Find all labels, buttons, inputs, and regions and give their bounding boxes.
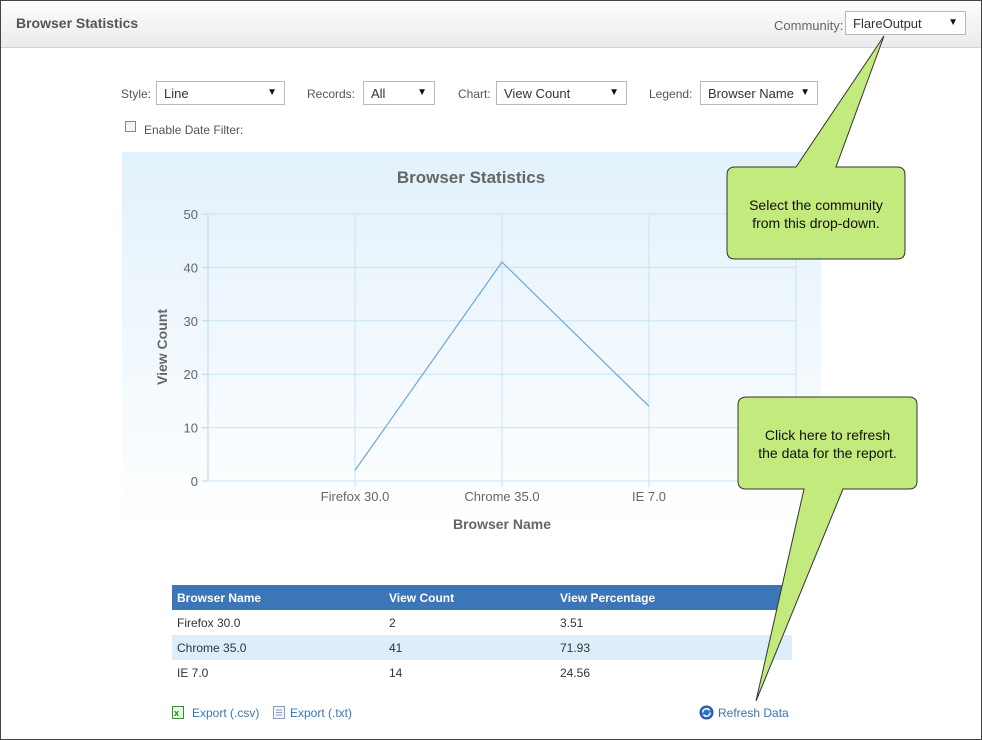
refresh-icon[interactable] — [699, 705, 714, 720]
excel-icon[interactable]: x — [172, 706, 184, 719]
y-tick-label: 10 — [184, 421, 198, 436]
chevron-down-icon: ▼ — [267, 87, 277, 98]
cell-count: 14 — [389, 665, 403, 680]
date-filter-label: Enable Date Filter: — [144, 123, 244, 137]
refresh-data-link[interactable]: Refresh Data — [718, 706, 789, 720]
chart-label: Chart: — [458, 87, 491, 101]
chart-title: Browser Statistics — [397, 168, 545, 187]
export-txt-link[interactable]: Export (.txt) — [290, 706, 353, 720]
records-select[interactable]: All ▼ — [363, 81, 435, 105]
cell-browser: Firefox 30.0 — [177, 615, 241, 630]
x-axis-label: Browser Name — [453, 516, 551, 532]
records-label: Records: — [307, 87, 356, 101]
series-line — [354, 261, 650, 471]
style-select[interactable]: Line ▼ — [156, 81, 285, 105]
chevron-down-icon: ▼ — [948, 17, 958, 28]
cell-percentage: 71.93 — [555, 635, 792, 660]
x-tick-label: Firefox 30.0 — [321, 489, 390, 504]
cell-percentage: 3.51 — [560, 615, 584, 630]
legend-label: Legend: — [649, 87, 693, 101]
data-table: Browser Name View Count View Percentage … — [172, 585, 792, 685]
cell-count: 2 — [389, 615, 396, 630]
chevron-down-icon: ▼ — [800, 87, 810, 98]
y-tick-label: 20 — [184, 367, 198, 382]
y-tick-label: 30 — [184, 314, 198, 329]
refresh-callout: Click here to refresh the data for the r… — [738, 426, 917, 462]
community-select[interactable]: FlareOutput ▼ — [845, 11, 966, 35]
legend-select[interactable]: Browser Name ▼ — [700, 81, 818, 105]
community-label: Community: — [774, 18, 844, 33]
chevron-down-icon: ▼ — [417, 87, 427, 98]
cell-count: 41 — [384, 635, 555, 660]
y-tick-label: 40 — [184, 260, 198, 275]
date-filter-checkbox[interactable] — [125, 121, 136, 132]
x-tick-label: Chrome 35.0 — [464, 489, 539, 504]
export-csv-link[interactable]: Export (.csv) — [192, 706, 260, 720]
chevron-down-icon: ▼ — [609, 87, 619, 98]
refresh-callout-shape — [737, 396, 918, 702]
x-tick-label: IE 7.0 — [632, 489, 666, 504]
col-header-view-percentage[interactable]: View Percentage — [555, 585, 792, 610]
col-header-browser[interactable]: Browser Name — [172, 585, 384, 610]
refresh-callout-line: Click here to refresh — [764, 427, 891, 443]
report-header: Browser Statistics Community: FlareOutpu… — [1, 1, 981, 48]
cell-browser: IE 7.0 — [177, 665, 209, 680]
community-callout: Select the community from this drop-down… — [727, 196, 905, 232]
cell-browser: Chrome 35.0 — [172, 635, 384, 660]
col-header-view-count[interactable]: View Count — [384, 585, 555, 610]
page-title: Browser Statistics — [16, 15, 139, 31]
svg-text:x: x — [174, 708, 179, 718]
community-select-value: FlareOutput — [853, 16, 922, 31]
table-row: Firefox 30.0 2 3.51 — [172, 610, 792, 635]
cell-percentage: 24.56 — [560, 665, 591, 680]
style-select-value: Line — [164, 86, 189, 101]
table-row: IE 7.0 14 24.56 — [172, 660, 792, 685]
y-tick-label: 50 — [184, 207, 198, 222]
chart-area — [122, 152, 821, 534]
y-axis-label: View Count — [154, 309, 170, 385]
text-file-icon[interactable] — [273, 706, 285, 719]
community-callout-line: Select the community — [749, 197, 883, 213]
chart-select[interactable]: View Count ▼ — [496, 81, 627, 105]
table-row: Chrome 35.0 41 71.93 — [172, 635, 792, 660]
community-callout-line: from this drop-down. — [752, 215, 880, 231]
table-header-row: Browser Name View Count View Percentage — [172, 585, 792, 610]
chart-select-value: View Count — [504, 86, 571, 101]
refresh-callout-line: the data for the report. — [758, 445, 897, 461]
community-callout-shape — [726, 35, 906, 260]
style-label: Style: — [121, 87, 152, 101]
y-tick-label: 0 — [191, 474, 198, 489]
legend-select-value: Browser Name — [708, 86, 794, 101]
records-select-value: All — [371, 86, 386, 101]
